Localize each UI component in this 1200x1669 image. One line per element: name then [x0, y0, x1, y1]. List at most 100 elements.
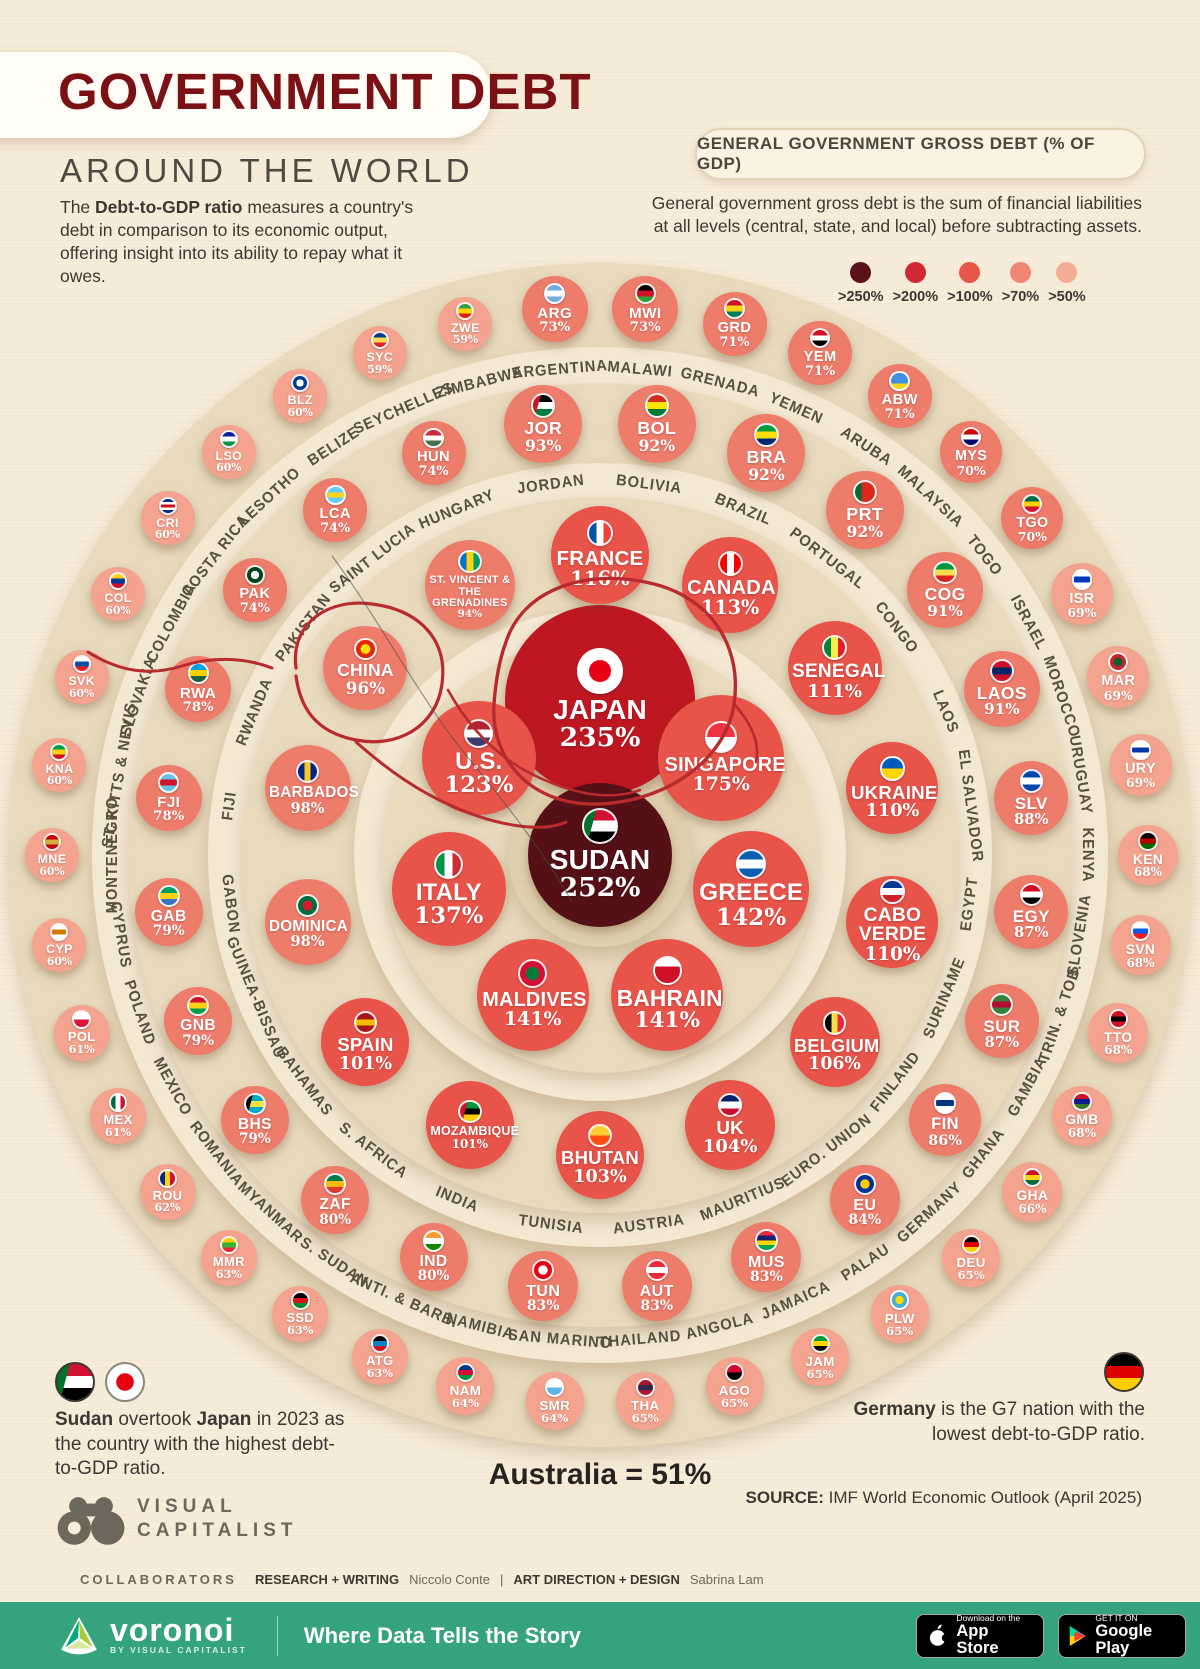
country-value: 83% [750, 1268, 783, 1285]
ring-label-KEN: KENYA [1078, 827, 1097, 883]
flag-icon-MDV [518, 959, 548, 988]
flag-icon-SEN [822, 635, 847, 661]
country-bubble-TGO: TGO 70% [1001, 487, 1064, 550]
country-name: MALDIVES [482, 988, 587, 1011]
flag-icon-ITA [434, 849, 464, 879]
country-code: PLW [884, 1310, 915, 1326]
country-value: 69% [1067, 604, 1097, 620]
country-bubble-GRD: GRD 71% [702, 291, 767, 356]
country-bubble-CYP: CYP 60% [32, 918, 87, 973]
country-code: EGY [1012, 907, 1050, 927]
country-value: 74% [418, 464, 449, 480]
country-bubble-MAR: MAR 69% [1087, 646, 1150, 709]
country-bubble-RWA: RWA 78% [165, 655, 232, 722]
country-value: 70% [956, 462, 986, 478]
flag-icon-JOR [531, 393, 556, 418]
country-bubble-USA: U.S. 123% [421, 701, 536, 816]
country-name: JAPAN [553, 693, 647, 725]
legend-item: >200% [893, 262, 938, 305]
country-value: 98% [290, 799, 325, 817]
country-code: GAB [150, 907, 187, 925]
flag-icon-BHR [652, 956, 682, 986]
country-bubble-ISR: ISR 69% [1050, 563, 1113, 626]
country-bubble-DEU: DEU 65% [942, 1229, 1001, 1288]
country-value: 252% [559, 872, 641, 904]
country-bubble-THA: THA 65% [616, 1372, 675, 1431]
country-code: GRD [717, 320, 752, 337]
legend-item: >250% [838, 262, 884, 305]
country-name: BHUTAN [561, 1147, 639, 1169]
country-value: 60% [46, 774, 73, 788]
country-value: 175% [692, 773, 750, 796]
flag-icon-VCT [457, 549, 482, 574]
country-code: THA [630, 1397, 660, 1413]
flag-icon-RWA [187, 662, 209, 684]
app-store-badge[interactable]: Download on the App Store [916, 1613, 1044, 1658]
flag-icon-CRI [158, 496, 177, 515]
country-name: MOZAMBIQUE [430, 1124, 520, 1139]
flag-icon-PLW [890, 1290, 910, 1310]
country-code: PRT [846, 503, 884, 524]
country-code: SLV [1014, 793, 1048, 813]
country-code: CYP [46, 942, 73, 957]
legend-dot [959, 262, 981, 283]
country-code: ROU [152, 1187, 183, 1203]
country-value: 80% [319, 1211, 352, 1228]
country-code: MWI [629, 304, 662, 322]
country-value: 83% [640, 1298, 674, 1315]
country-value: 71% [805, 364, 836, 380]
country-value: 79% [182, 1032, 215, 1049]
country-value: 61% [68, 1041, 95, 1056]
country-code: BOL [637, 417, 677, 438]
japan-flag-icon [105, 1362, 145, 1402]
google-play-badge[interactable]: GET IT ON Google Play [1058, 1613, 1186, 1658]
country-value: 111% [807, 680, 863, 702]
flag-icon-POL [72, 1010, 91, 1029]
country-value: 84% [848, 1211, 882, 1228]
country-name: ST. VINCENT & THE GRENADINES [429, 574, 511, 609]
country-value: 64% [451, 1396, 480, 1411]
source-line: SOURCE: IMF World Economic Outlook (Apri… [745, 1488, 1142, 1507]
country-code: FJI [157, 794, 181, 812]
country-bubble-MYS: MYS 70% [940, 420, 1003, 483]
country-value: 74% [320, 520, 351, 536]
country-code: COG [924, 584, 966, 605]
country-bubble-GHA: GHA 66% [1002, 1161, 1063, 1222]
flag-icon-AUT [645, 1258, 668, 1281]
flag-icon-BTN [588, 1123, 612, 1148]
legend-label: >70% [1001, 289, 1040, 305]
country-bubble-EU: EU 84% [829, 1165, 900, 1236]
flag-icon-YEM [809, 327, 831, 349]
country-bubble-KEN: KEN 68% [1118, 825, 1178, 885]
country-code: MNE [37, 852, 67, 867]
flag-icon-ATG [370, 1334, 390, 1353]
country-bubble-CHN: CHINA 96% [323, 625, 408, 710]
legend-label: >100% [947, 289, 993, 305]
flag-icon-CYP [50, 923, 69, 942]
flag-icon-SSD [290, 1291, 310, 1310]
country-value: 71% [884, 407, 915, 423]
country-value: 235% [559, 722, 641, 754]
country-code: SSD [286, 1309, 315, 1325]
country-code: LAOS [976, 682, 1027, 703]
flag-icon-SDN [582, 807, 618, 844]
voronoi-brand: voronoi BY VISUAL CAPITALIST [58, 1614, 247, 1657]
country-value: 71% [719, 334, 750, 350]
country-code: MUS [747, 1252, 785, 1271]
flag-icon-TUN [532, 1258, 555, 1281]
flag-icon-CHN [354, 637, 377, 661]
country-code: SMR [539, 1397, 571, 1413]
country-value: 91% [984, 700, 1020, 719]
country-value: 64% [541, 1411, 569, 1426]
country-bubble-MEX: MEX 61% [90, 1087, 147, 1144]
country-name: SINGAPORE [664, 754, 786, 777]
country-code: LCA [319, 506, 351, 523]
country-bubble-DMA: DOMINICA 98% [264, 878, 351, 965]
country-value: 63% [366, 1365, 393, 1380]
country-code: PAK [239, 586, 271, 603]
country-bubble-GNB: GNB 79% [164, 987, 233, 1056]
flag-icon-EGY [1019, 882, 1043, 907]
country-name: SPAIN [337, 1034, 394, 1056]
country-value: 65% [720, 1396, 749, 1411]
country-bubble-BRA: BRA 92% [727, 414, 806, 493]
